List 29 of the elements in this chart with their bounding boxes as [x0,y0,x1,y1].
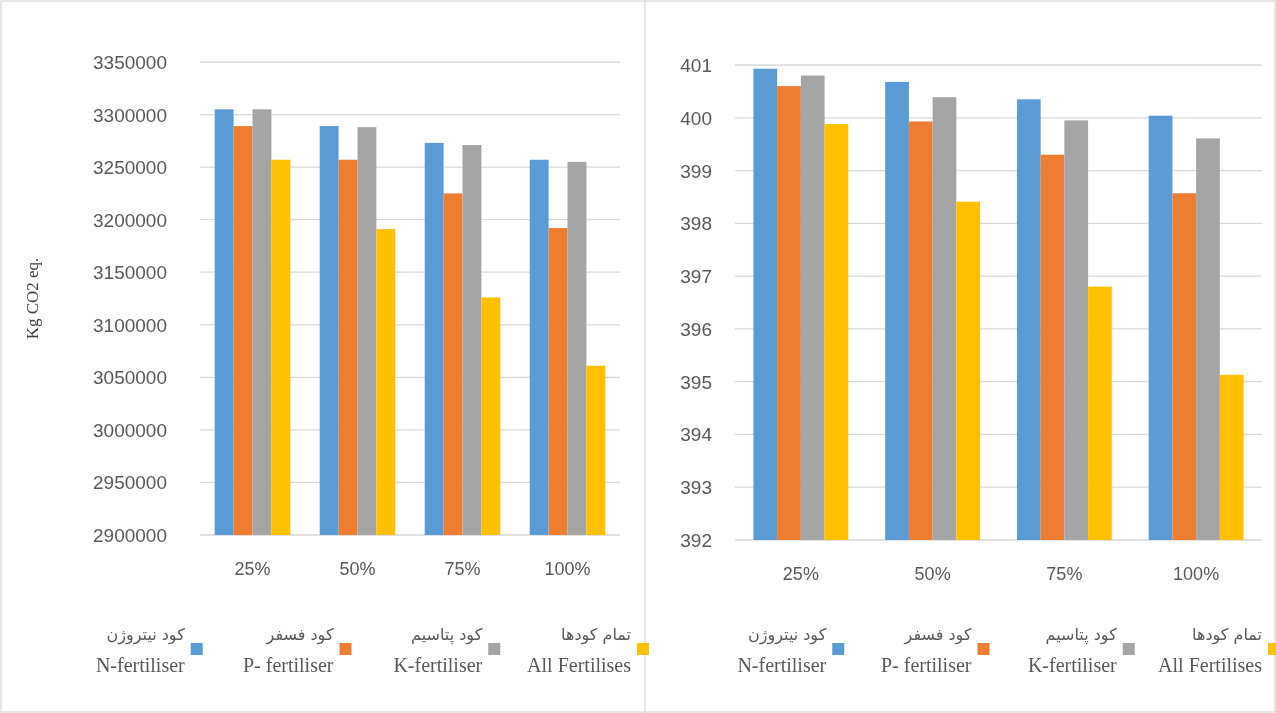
y-tick-label: 399 [680,160,712,182]
y-tick-label: 396 [680,318,712,340]
x-tick-label: 25% [782,564,819,584]
y-tick-label: 3050000 [93,367,167,389]
y-tick-label: 393 [680,477,712,499]
x-tick-label: 50% [914,564,951,584]
y-tick-label: 3100000 [93,314,167,336]
x-tick-label: 25% [234,559,271,579]
y-tick-label: 3000000 [93,419,167,441]
y-tick-label: 395 [680,371,712,393]
y-tick-label: 3300000 [93,104,167,126]
y-tick-label: 394 [680,424,713,446]
y-axis-title: Kg CO2 eq. [23,257,42,340]
x-tick-label: 100% [1173,564,1220,584]
y-tick-label: 2950000 [93,472,167,494]
y-tick-label: 400 [680,107,712,129]
y-tick-label: 392 [680,530,712,551]
y-tick-label: 398 [680,213,712,235]
y-tick-label: 3200000 [93,209,167,231]
y-tick-label: 3250000 [93,157,167,179]
y-tick-label: 2900000 [93,525,167,546]
x-tick-label: 75% [444,559,481,579]
y-tick-label: 397 [680,266,712,288]
x-tick-label: 100% [544,559,591,579]
y-tick-label: 3150000 [93,262,167,284]
y-tick-label: 3350000 [93,52,167,73]
y-tick-label: 401 [680,55,712,76]
x-tick-label: 75% [1046,564,1083,584]
x-tick-label: 50% [339,559,376,579]
